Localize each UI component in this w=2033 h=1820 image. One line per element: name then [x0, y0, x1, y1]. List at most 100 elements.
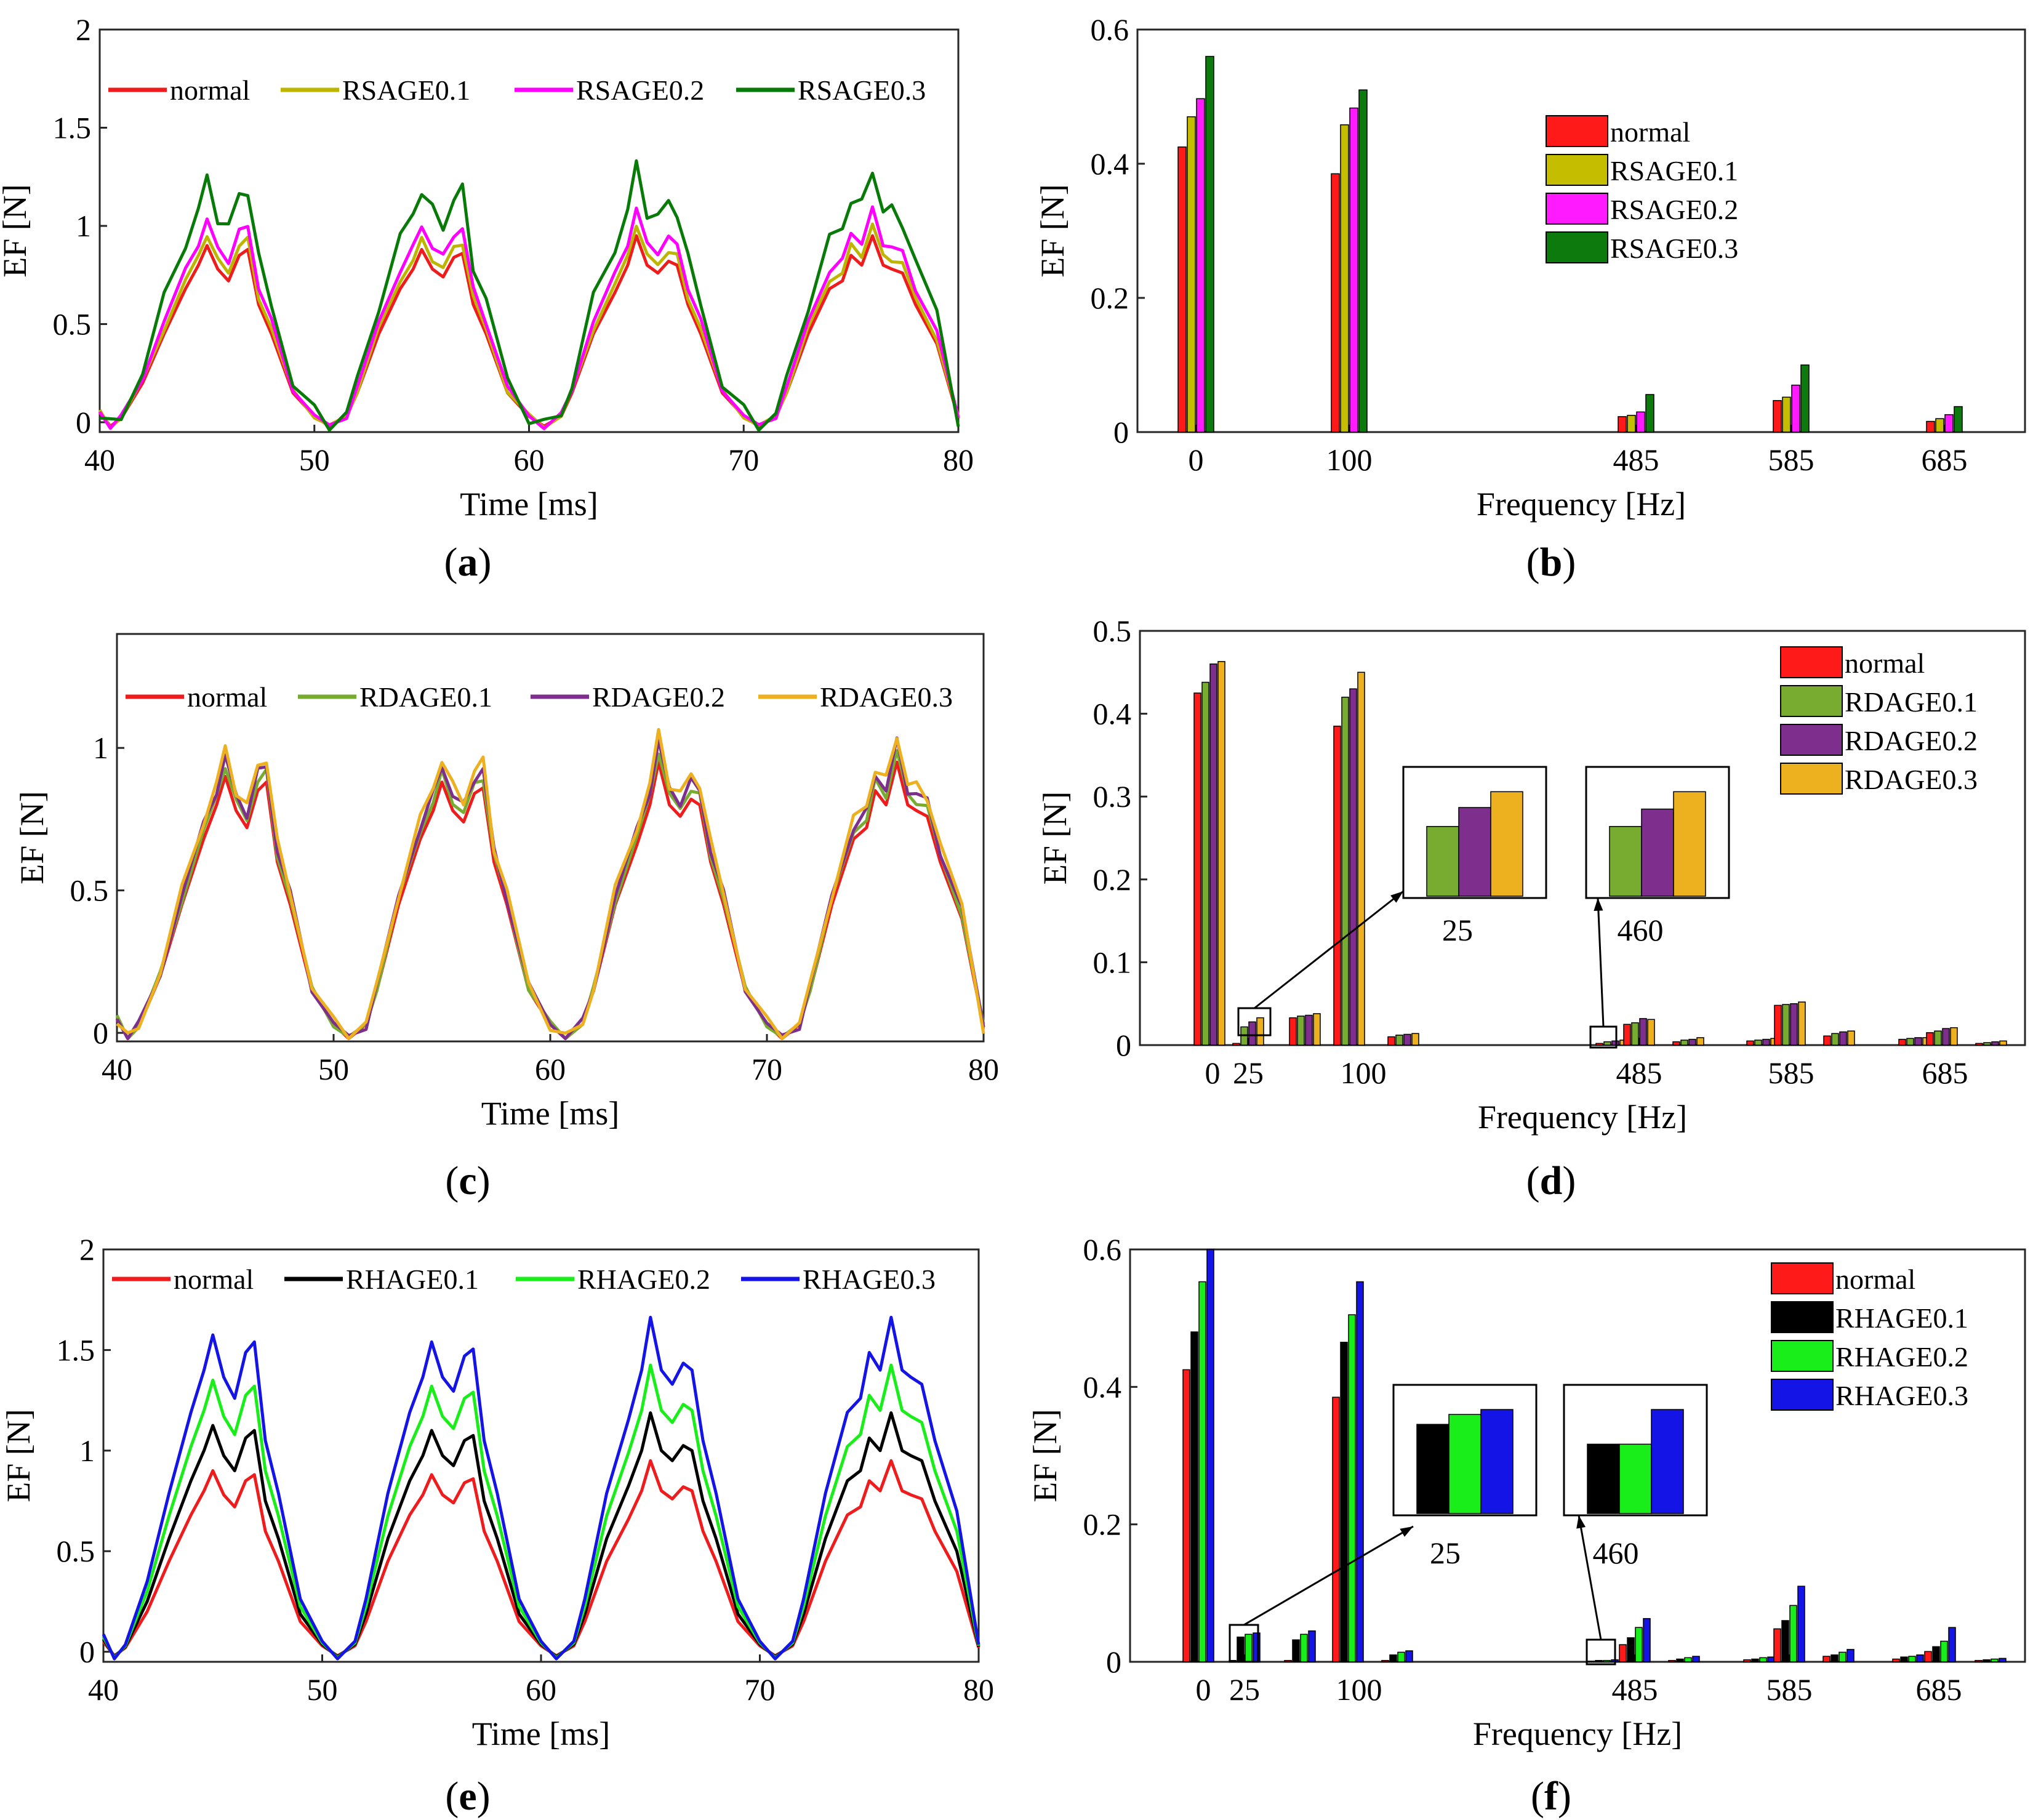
- legend-label-RHAGE0.1: RHAGE0.1: [346, 1264, 479, 1295]
- bar-RDAGE0.1-100: [1341, 696, 1349, 1046]
- bar-RHAGE0.1-100: [1340, 1342, 1348, 1662]
- bar-RHAGE0.3-585: [1797, 1585, 1805, 1662]
- y-axis-label: EF [N]: [1034, 184, 1071, 277]
- x-axis-label: Time [ms]: [460, 486, 598, 523]
- bar-RHAGE0.2-100: [1348, 1314, 1356, 1662]
- y-tick-label: 0.4: [1083, 1369, 1122, 1404]
- series-line-RHAGE0.2: [102, 1363, 980, 1659]
- bar-normal-660: [1898, 1038, 1906, 1046]
- bar-RHAGE0.2-610: [1839, 1651, 1847, 1662]
- bar-RDAGE0.2-660: [1914, 1037, 1922, 1046]
- bar-RHAGE0.1-25: [1237, 1637, 1245, 1662]
- bar-RHAGE0.2-685: [1940, 1640, 1948, 1662]
- bar-RDAGE0.3-685: [1950, 1027, 1958, 1046]
- bar-RDAGE0.3-75: [1313, 1013, 1321, 1046]
- bar-RSAGE0.2-585: [1791, 384, 1800, 433]
- x-tick-label: 60: [526, 1672, 556, 1707]
- bar-RDAGE0.1-75: [1297, 1016, 1305, 1046]
- bar-normal-125: [1387, 1036, 1395, 1046]
- bar-RHAGE0.1-460: [1595, 1660, 1603, 1662]
- inset-460: 460: [1585, 766, 1730, 1049]
- x-tick-label: 40: [88, 1672, 119, 1707]
- zoom-arrow: [1597, 897, 1605, 1027]
- legend-label-RSAGE0.1: RSAGE0.1: [1610, 155, 1738, 186]
- legend-label-normal: normal: [174, 1264, 254, 1295]
- bar-normal-100: [1332, 1397, 1340, 1662]
- plot-area: [102, 1248, 980, 1663]
- bar-normal-685: [1926, 1032, 1934, 1046]
- inset-bar-RHAGE0.2: [1448, 1414, 1482, 1514]
- bar-RDAGE0.1-0: [1201, 681, 1209, 1046]
- legend-swatch-RDAGE0.1: [1780, 685, 1843, 717]
- bar-chart-d: 0 25 100 485 585 685 0 0.1 0.2 0.3 0.4 0.5 Frequency…: [1037, 614, 2026, 1136]
- y-tick-label: 0.5: [1093, 614, 1132, 648]
- y-tick-label: 2: [79, 1232, 95, 1267]
- bar-normal-510: [1672, 1041, 1680, 1046]
- bar-RDAGE0.2-485: [1639, 1018, 1647, 1046]
- panel-label-b: (b): [1526, 540, 1576, 585]
- legend-swatch-RSAGE0.2: [1546, 193, 1608, 225]
- y-tick-label: 0.2: [1083, 1507, 1122, 1542]
- inset-bar-RDAGE0.2: [1458, 807, 1491, 897]
- bar-RSAGE0.3-100: [1358, 89, 1368, 433]
- inset-bar-RDAGE0.1: [1609, 826, 1642, 897]
- y-tick-label: 0.6: [1091, 12, 1129, 47]
- inset-bar-RDAGE0.3: [1673, 791, 1706, 897]
- bar-RSAGE0.3-485: [1645, 394, 1654, 433]
- bar-RDAGE0.2-75: [1305, 1014, 1313, 1046]
- y-tick-label: 0: [93, 1016, 108, 1050]
- series-line-RDAGE0.3: [116, 728, 985, 1040]
- bar-normal-585: [1773, 400, 1782, 433]
- y-tick-label: 0.4: [1091, 146, 1129, 181]
- bar-normal-510: [1668, 1660, 1676, 1662]
- zoom-arrowhead: [1400, 1526, 1413, 1537]
- inset-bar-RHAGE0.3: [1480, 1409, 1514, 1514]
- y-axis-label: EF [N]: [14, 791, 50, 884]
- zoom-arrowhead: [1390, 891, 1403, 903]
- bar-normal-460: [1595, 1043, 1603, 1046]
- legend-swatch-RDAGE0.3: [1780, 763, 1843, 795]
- bar-RDAGE0.2-25: [1248, 1021, 1256, 1046]
- bar-normal-100: [1331, 173, 1340, 433]
- x-tick-label: 585: [1768, 443, 1814, 477]
- x-tick-label: 0: [1205, 1056, 1221, 1090]
- bar-RSAGE0.3-585: [1800, 364, 1810, 433]
- x-tick-label: 50: [299, 443, 330, 477]
- bar-RHAGE0.3-685: [1948, 1627, 1956, 1662]
- y-tick-label: 0: [79, 1635, 95, 1669]
- x-tick-label: 485: [1613, 443, 1659, 477]
- inset-460: 460: [1563, 1384, 1708, 1666]
- plot-area: [1139, 630, 2026, 1046]
- bar-RDAGE0.1-660: [1906, 1038, 1914, 1046]
- bar-RHAGE0.2-485: [1635, 1627, 1643, 1662]
- x-axis-label: Time [ms]: [481, 1095, 620, 1132]
- inset-25: 25: [1237, 766, 1547, 1036]
- bar-RHAGE0.2-25: [1245, 1634, 1253, 1662]
- plot-area: [1136, 28, 2026, 433]
- bar-RSAGE0.3-685: [1954, 406, 1963, 433]
- y-tick-label: 0.6: [1083, 1232, 1122, 1267]
- inset-bar-RHAGE0.1: [1587, 1443, 1620, 1514]
- zoom-arrow: [1578, 1515, 1602, 1640]
- inset-bar-RHAGE0.1: [1416, 1424, 1450, 1514]
- legend-label-RSAGE0.3: RSAGE0.3: [798, 74, 926, 106]
- legend-label-RHAGE0.2: RHAGE0.2: [1835, 1341, 1968, 1373]
- bar-RHAGE0.1-510: [1676, 1658, 1684, 1662]
- bar-RDAGE0.1-125: [1395, 1035, 1403, 1046]
- inset-bar-RHAGE0.3: [1651, 1409, 1684, 1514]
- x-axis-label: Frequency [Hz]: [1473, 1715, 1682, 1752]
- bar-RDAGE0.1-510: [1680, 1040, 1688, 1046]
- bar-RDAGE0.2-610: [1839, 1031, 1847, 1046]
- x-tick-label: 100: [1336, 1672, 1382, 1707]
- x-tick-label: 40: [102, 1052, 132, 1086]
- legend-label-RHAGE0.2: RHAGE0.2: [577, 1264, 710, 1295]
- zoom-arrowhead: [1594, 898, 1603, 911]
- bar-normal-485: [1619, 1644, 1627, 1662]
- bar-RDAGE0.1-460: [1603, 1041, 1611, 1046]
- legend-label-normal: normal: [170, 74, 250, 106]
- bar-RDAGE0.1-610: [1831, 1033, 1839, 1046]
- legend-label-normal: normal: [1610, 116, 1690, 148]
- bar-RSAGE0.2-100: [1349, 107, 1358, 433]
- bar-RSAGE0.1-685: [1935, 418, 1944, 433]
- bar-normal-485: [1623, 1024, 1631, 1046]
